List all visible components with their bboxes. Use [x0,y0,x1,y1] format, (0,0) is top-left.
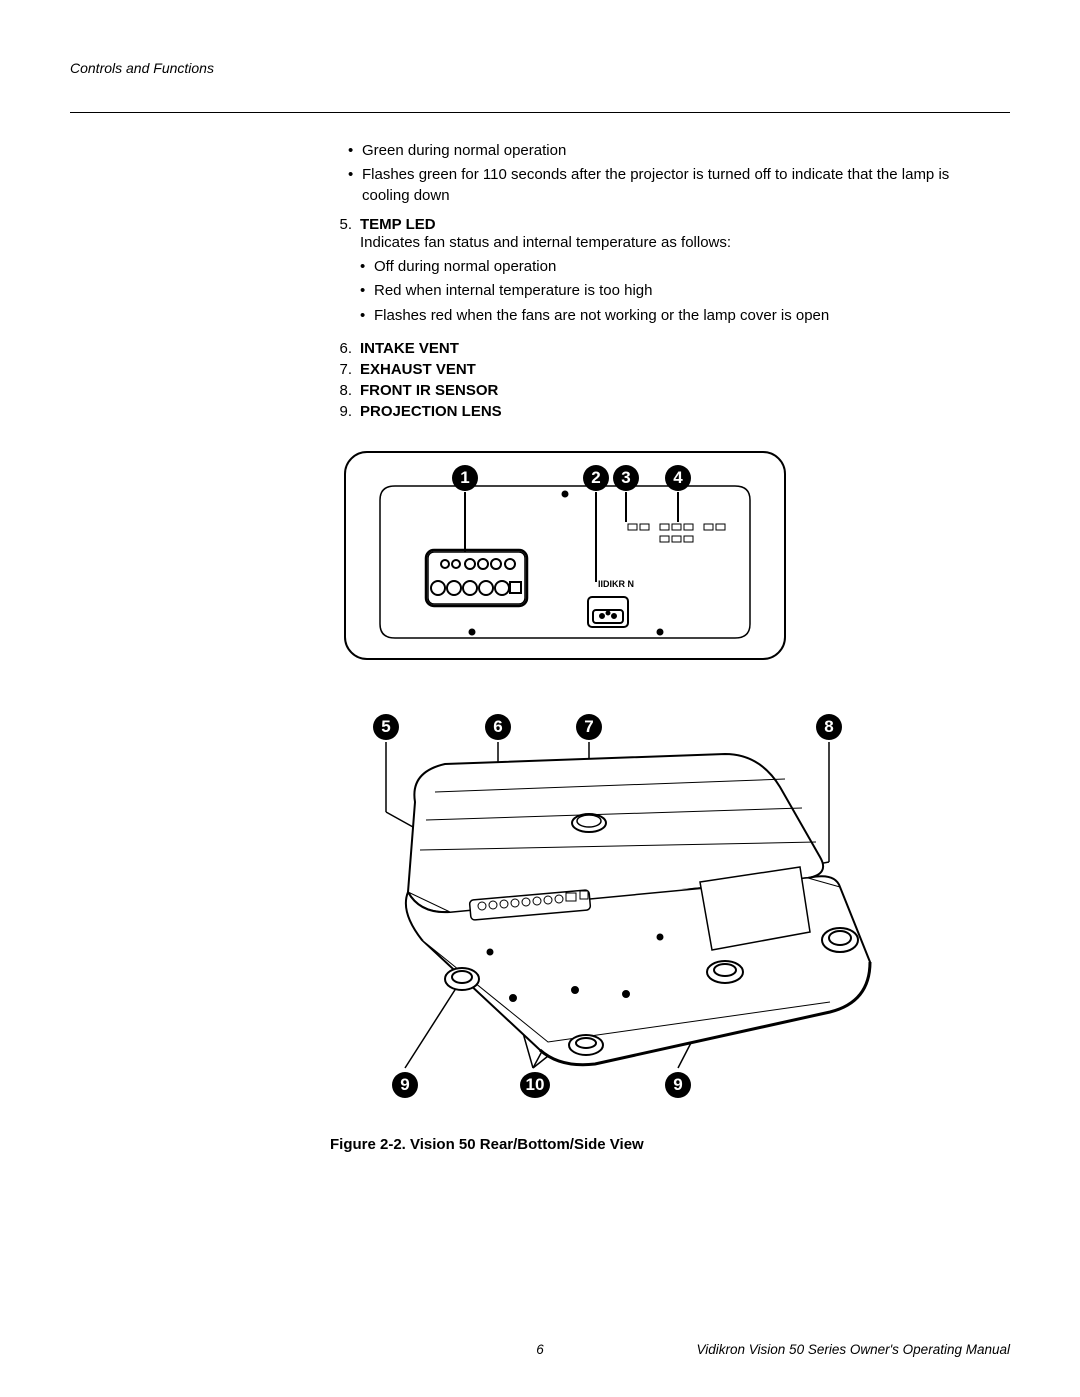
item-number: 5. [330,216,352,336]
list-item-9: 9. PROJECTION LENS [330,403,1000,420]
list-item-7: 7. EXHAUST VENT [330,361,1000,378]
page-footer: 6 Vidikron Vision 50 Series Owner's Oper… [70,1342,1010,1357]
item-number: 9. [330,403,352,420]
list-item-5: 5. TEMP LED Indicates fan status and int… [330,216,1000,336]
item-title: TEMP LED [360,216,1000,233]
footer-doc-title: Vidikron Vision 50 Series Owner's Operat… [697,1342,1011,1357]
list-item-8: 8. FRONT IR SENSOR [330,382,1000,399]
item-title: PROJECTION LENS [360,403,502,420]
bullet-item: Flashes green for 110 seconds after the … [348,165,1000,206]
figure-caption: Figure 2-2. Vision 50 Rear/Bottom/Side V… [330,1136,1000,1153]
item-title: FRONT IR SENSOR [360,382,498,399]
callout-badge-9a: 9 [392,1072,418,1098]
callout-badge-6: 6 [485,714,511,740]
list-item-6: 6. INTAKE VENT [330,340,1000,357]
callout-badge-3: 3 [613,465,639,491]
figure-2-2: IIDIKR N [330,442,1000,1153]
svg-text:IIDIKR N: IIDIKR N [598,579,634,589]
numbered-list: 5. TEMP LED Indicates fan status and int… [330,216,1000,420]
callout-badge-5: 5 [373,714,399,740]
body-content: Green during normal operation Flashes gr… [330,141,1010,1153]
callout-badge-9b: 9 [665,1072,691,1098]
callout-badge-8: 8 [816,714,842,740]
item-number: 8. [330,382,352,399]
bullet-item: Off during normal operation [360,257,1000,277]
page-number: 6 [536,1342,544,1357]
item-title: INTAKE VENT [360,340,459,357]
figure-diagram: IIDIKR N [330,442,902,1126]
diagram-svg: IIDIKR N [330,442,902,1126]
callout-badge-4: 4 [665,465,691,491]
callout-badge-1: 1 [452,465,478,491]
section-header: Controls and Functions [70,60,1010,76]
bullet-item: Red when internal temperature is too hig… [360,281,1000,301]
item-number: 7. [330,361,352,378]
callout-badge-7: 7 [576,714,602,740]
callout-badge-2: 2 [583,465,609,491]
item-desc: Indicates fan status and internal temper… [360,233,1000,253]
item-title: EXHAUST VENT [360,361,476,378]
bullet-item: Flashes red when the fans are not workin… [360,306,1000,326]
prev-bullets: Green during normal operation Flashes gr… [348,141,1000,206]
item-number: 6. [330,340,352,357]
bullet-item: Green during normal operation [348,141,1000,161]
header-rule [70,112,1010,113]
callout-badge-10: 10 [520,1072,550,1098]
